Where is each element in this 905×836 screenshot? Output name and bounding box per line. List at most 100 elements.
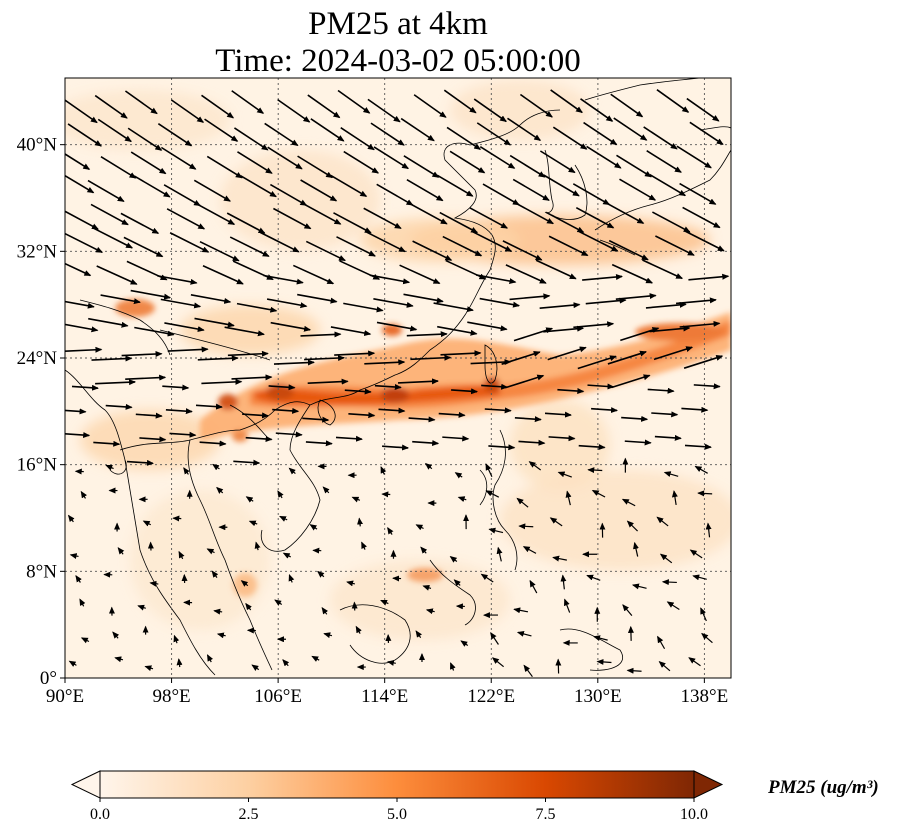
wind-arrow: [470, 359, 512, 366]
wind-arrow: [337, 89, 371, 114]
wind-arrow: [178, 550, 185, 560]
wind-arrow: [199, 440, 227, 447]
wind-arrow: [457, 496, 467, 503]
wind-arrow: [631, 583, 647, 590]
wind-arrow: [190, 294, 232, 304]
wind-arrow: [529, 579, 538, 594]
wind-arrow: [176, 658, 183, 668]
wind-arrow: [449, 150, 486, 174]
wind-arrow: [509, 293, 551, 301]
map-area: [65, 78, 731, 678]
wind-arrow: [643, 126, 678, 150]
wind-arrow: [197, 355, 239, 362]
wind-arrow: [279, 515, 288, 522]
wind-arrow: [676, 145, 712, 169]
wind-arrow: [453, 579, 461, 587]
wind-arrow: [364, 359, 406, 366]
wind-arrow: [442, 235, 483, 257]
wind-arrow: [67, 123, 102, 147]
wind-arrow: [682, 206, 721, 229]
wind-arrow: [519, 93, 553, 118]
wind-arrow: [376, 183, 414, 206]
wind-arrow: [658, 661, 671, 672]
wind-arrow: [65, 153, 91, 170]
wind-arrow: [548, 235, 589, 257]
wind-arrow: [548, 435, 576, 442]
wind-arrow: [606, 202, 645, 224]
wind-arrow: [578, 444, 606, 450]
wind-arrow: [544, 411, 572, 418]
wind-arrow: [479, 297, 521, 308]
wind-arrow: [65, 174, 95, 194]
wind-arrow: [94, 94, 128, 119]
wind-arrow: [97, 118, 132, 143]
wind-arrow: [302, 416, 330, 423]
wind-arrow: [626, 667, 642, 674]
wind-arrow: [346, 580, 356, 587]
wind-arrow: [593, 635, 608, 642]
wind-arrow: [277, 98, 311, 123]
wind-arrow: [412, 440, 440, 446]
wind-arrow: [90, 203, 129, 226]
wind-arrow: [501, 351, 541, 365]
wind-arrow: [369, 274, 411, 285]
wind-arrow: [163, 184, 201, 207]
wind-arrow: [700, 607, 707, 622]
wind-arrow: [242, 412, 270, 419]
wind-arrow: [236, 302, 278, 313]
wind-arrow: [573, 321, 615, 329]
wind-arrow: [95, 379, 137, 386]
wind-arrow: [433, 302, 474, 313]
x-tick-label: 138°E: [681, 686, 729, 707]
wind-arrow: [399, 264, 441, 285]
wind-arrow: [193, 179, 231, 202]
wind-arrow: [270, 321, 312, 332]
wind-arrow: [518, 523, 534, 530]
wind-arrow: [330, 174, 368, 198]
wind-arrow: [528, 461, 542, 471]
wind-arrow: [370, 122, 405, 146]
wind-arrow: [490, 632, 499, 645]
y-tick-label: 40°N: [17, 135, 58, 156]
wind-arrow: [681, 406, 709, 413]
wind-arrow: [591, 489, 606, 498]
wind-arrow: [227, 350, 269, 357]
wind-arrow: [619, 178, 657, 201]
wind-arrow: [621, 498, 636, 507]
wind-arrow: [688, 273, 730, 281]
wind-arrow: [123, 236, 164, 258]
wind-arrow: [69, 553, 79, 559]
wind-arrow: [587, 467, 603, 474]
wind-arrow: [170, 99, 205, 123]
wind-arrow: [300, 179, 338, 202]
wind-arrow: [649, 173, 687, 197]
wind-arrow: [539, 302, 581, 310]
wind-arrow: [654, 434, 682, 441]
wind-arrow: [564, 598, 571, 613]
wind-arrow: [112, 631, 120, 639]
wind-arrow: [134, 326, 175, 337]
x-tick-label: 98°E: [152, 686, 190, 707]
wind-arrow: [268, 384, 296, 391]
wind-arrow: [412, 240, 453, 261]
wind-arrow: [251, 664, 260, 671]
x-axis-ticks: 90°E 98°E 106°E 114°E 122°E 130°E 138°E: [46, 678, 728, 707]
wind-arrow: [577, 355, 617, 370]
wind-arrow: [449, 556, 458, 563]
wind-arrow: [114, 656, 124, 663]
wind-arrow: [335, 435, 363, 442]
wind-arrow: [194, 317, 235, 328]
wind-arrow: [307, 378, 349, 385]
wind-arrow: [160, 146, 197, 170]
x-tick-label: 130°E: [574, 686, 622, 707]
wind-arrow: [323, 632, 333, 639]
wind-arrow: [357, 517, 363, 527]
wind-arrow: [245, 436, 273, 442]
wind-arrow: [450, 662, 456, 671]
wind-arrow: [211, 570, 219, 578]
wind-arrow: [167, 346, 209, 353]
wind-arrow: [206, 548, 215, 555]
wind-arrow: [438, 411, 466, 418]
wind-arrow: [413, 94, 447, 118]
wind-arrow: [671, 490, 678, 506]
